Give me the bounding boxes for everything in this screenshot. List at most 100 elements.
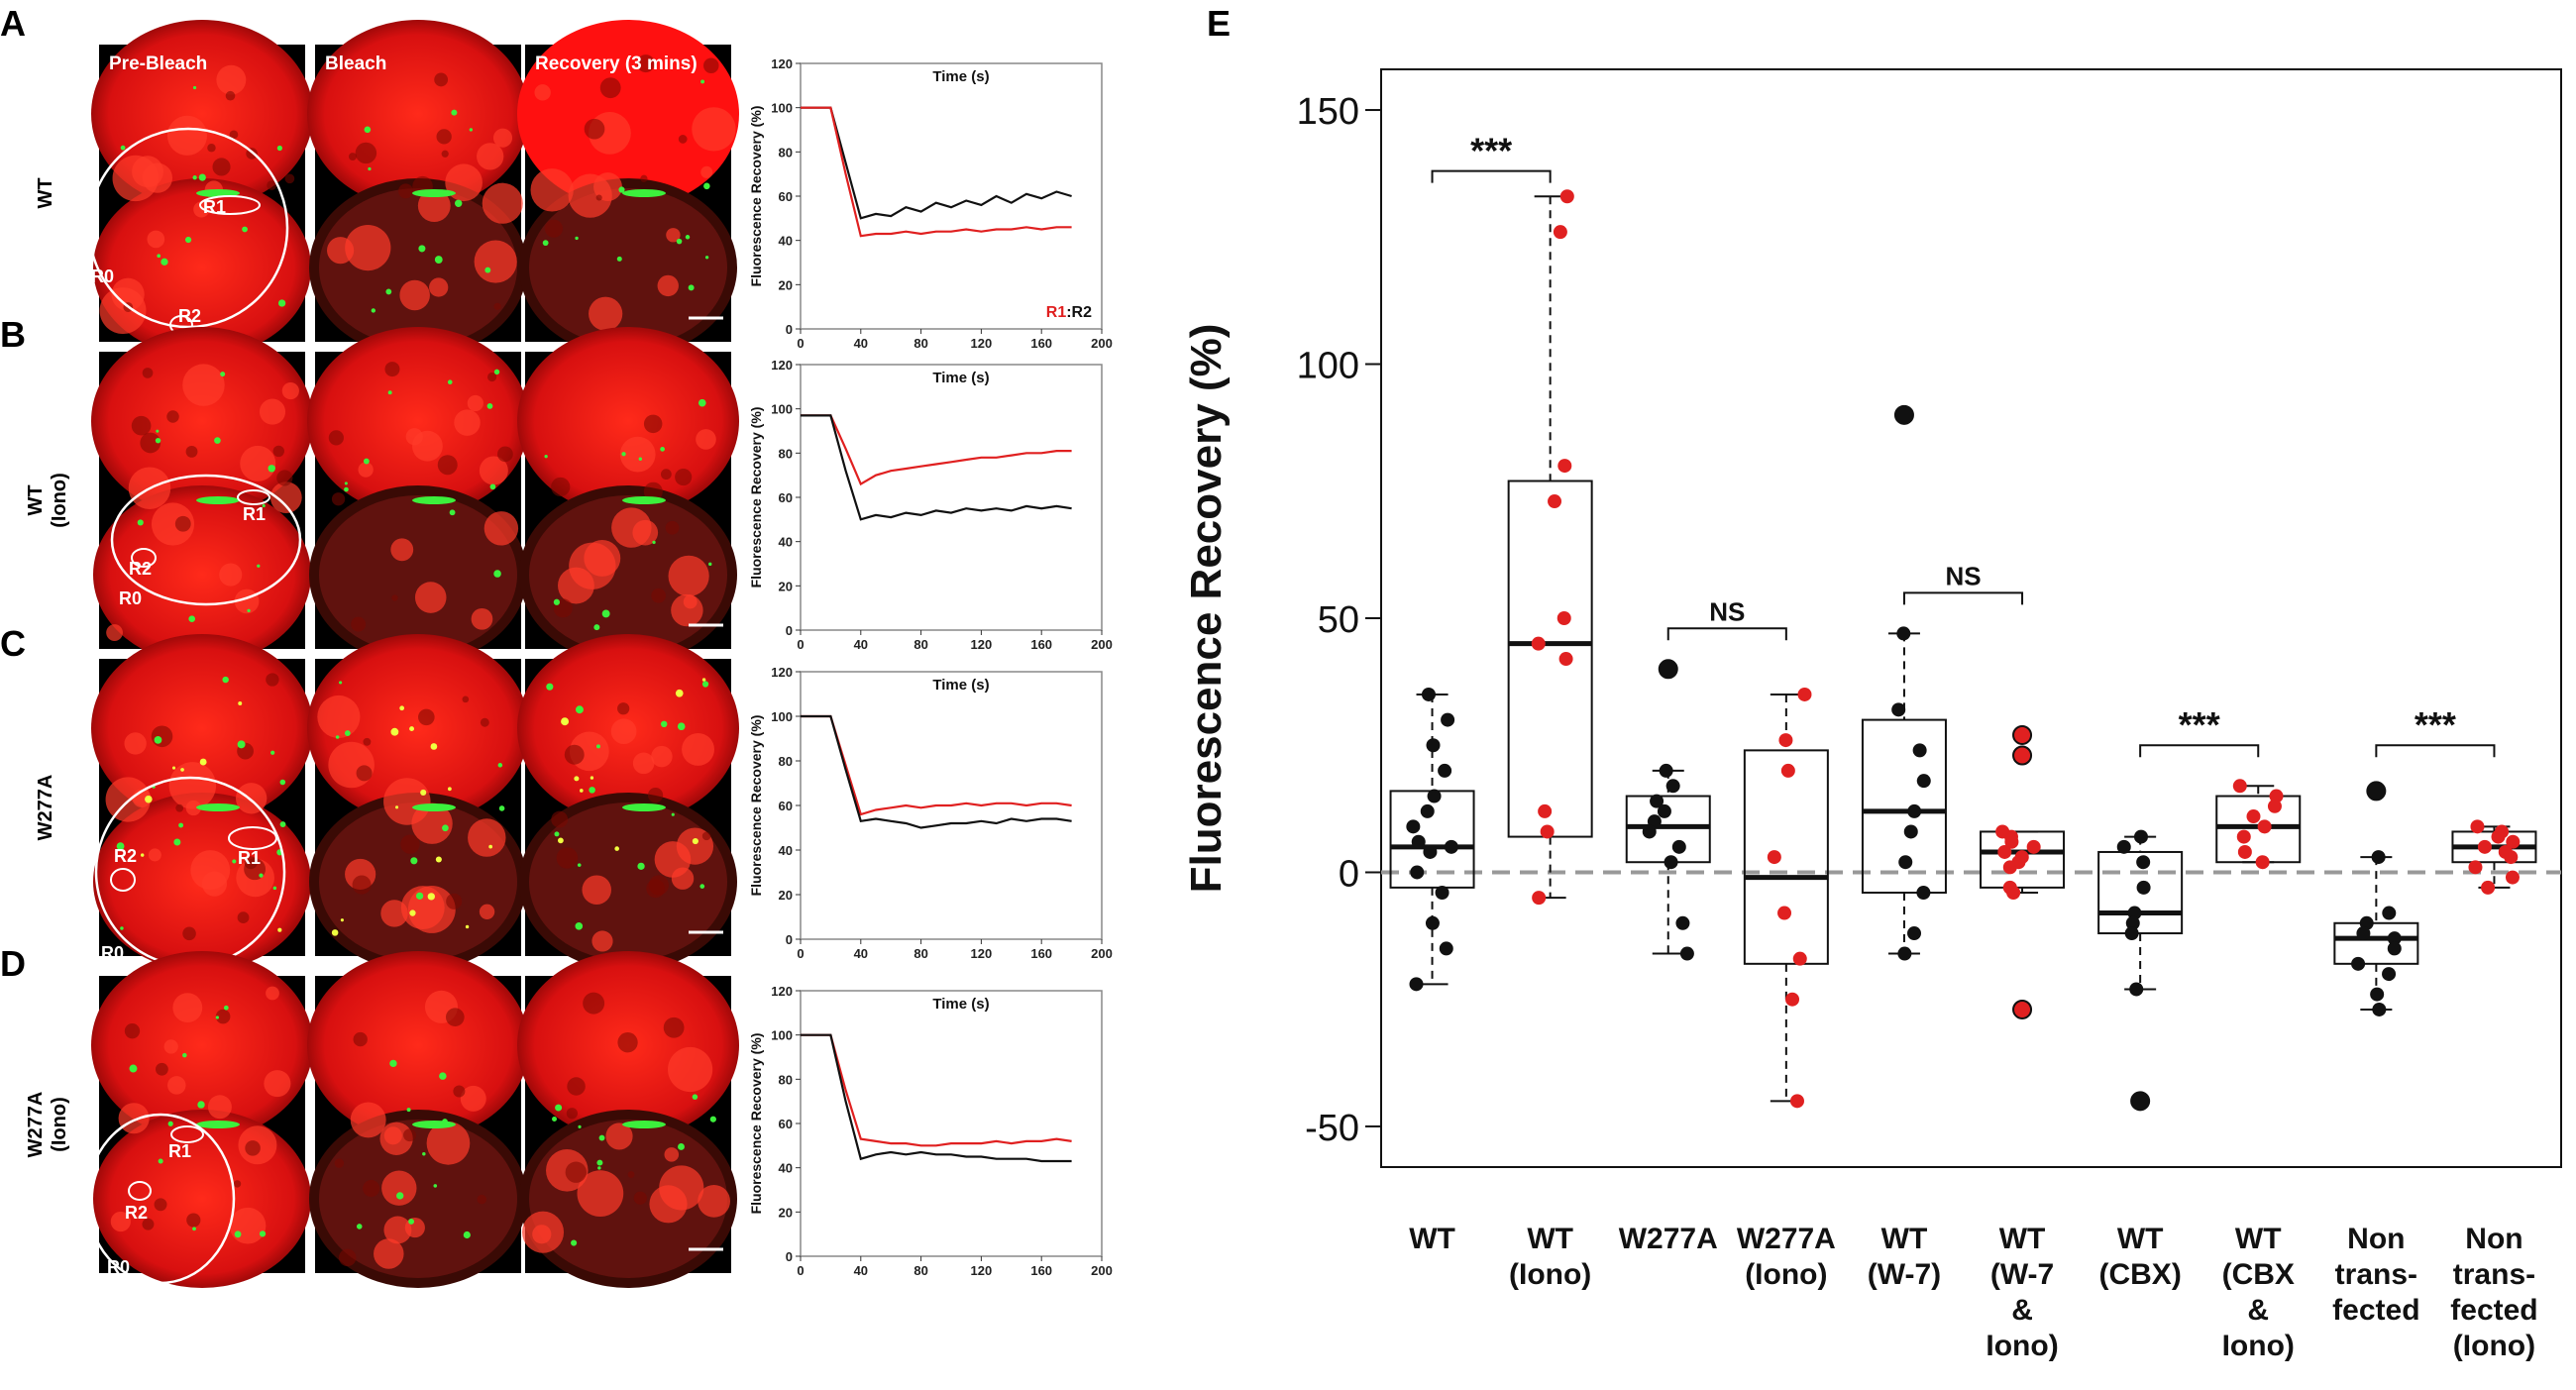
data-point xyxy=(1778,733,1793,748)
x-tick-label: 120 xyxy=(971,336,993,351)
row-label-line: (Iono) xyxy=(49,1097,70,1152)
cell-lower xyxy=(93,485,311,664)
vacuole xyxy=(147,230,165,249)
vacuole xyxy=(700,165,713,178)
green-punctum xyxy=(173,838,181,846)
category-label: W277A(Iono) xyxy=(1737,1223,1836,1291)
green-plaque xyxy=(622,496,666,504)
y-tick-label: 80 xyxy=(779,754,793,769)
green-punctum xyxy=(344,481,348,485)
green-punctum xyxy=(129,1064,138,1073)
green-punctum xyxy=(614,846,619,851)
green-punctum xyxy=(434,256,443,264)
plot-frame xyxy=(1380,68,2562,1168)
data-point xyxy=(2470,819,2485,834)
green-punctum xyxy=(344,486,349,492)
data-point xyxy=(1891,702,1906,717)
green-punctum xyxy=(270,750,275,755)
data-point xyxy=(1916,886,1931,900)
data-point xyxy=(1789,1094,1804,1109)
y-axis-label-text: Fluorescence Recovery (%) xyxy=(748,106,764,287)
micro-image xyxy=(91,951,313,1288)
vacuole xyxy=(380,900,408,927)
texture xyxy=(480,717,489,727)
x-tick-label: 40 xyxy=(854,946,868,961)
data-point xyxy=(1792,951,1807,966)
data-point xyxy=(2236,829,2251,844)
roi-r2-label: R2 xyxy=(178,306,201,326)
vacuole xyxy=(182,364,225,406)
texture xyxy=(434,72,449,87)
chart-title: Time (s) xyxy=(932,370,989,386)
texture xyxy=(436,129,452,145)
significance-label: NS xyxy=(1709,596,1745,626)
green-punctum xyxy=(259,873,264,878)
y-axis-label: Fluorescence Recovery (%) xyxy=(748,407,764,588)
texture xyxy=(446,893,463,909)
texture xyxy=(551,810,569,828)
green-punctum xyxy=(277,299,286,307)
vacuole xyxy=(151,502,195,546)
roi-r2-label: R2 xyxy=(129,559,152,579)
green-punctum xyxy=(222,676,229,684)
line-chart-A: 0 40 80 120 160 200 0 20 40 60 80 100 120 Time (s) Flu… xyxy=(748,56,1113,351)
green-punctum xyxy=(637,862,645,870)
texture xyxy=(398,183,413,199)
box-group: WT(Iono) xyxy=(1507,189,1593,1291)
green-punctum xyxy=(703,182,710,190)
vacuole xyxy=(407,886,456,933)
y-axis-label: Fluorescence Recovery (%) xyxy=(748,1033,764,1215)
vacuole xyxy=(651,745,673,768)
vacuole xyxy=(259,398,286,425)
green-punctum xyxy=(272,886,277,891)
green-punctum xyxy=(660,447,665,452)
vacuole xyxy=(281,381,299,400)
category-label-line: Iono) xyxy=(1986,1330,2058,1362)
data-point xyxy=(2356,926,2371,941)
texture xyxy=(267,180,277,190)
data-point xyxy=(1665,779,1680,794)
green-punctum xyxy=(552,1117,558,1122)
roi-r0-ring xyxy=(110,474,302,606)
vacuole xyxy=(124,732,147,755)
y-tick-label: 150 xyxy=(1297,91,1359,133)
data-point xyxy=(2026,839,2041,854)
green-plaque xyxy=(412,189,456,197)
roi-overlay: R0 R1 R2 xyxy=(110,474,302,608)
vacuole xyxy=(417,189,451,223)
micro-image xyxy=(91,20,313,357)
significance-bracket: NS xyxy=(1902,561,2024,605)
data-point xyxy=(1898,855,1913,870)
data-point xyxy=(2505,870,2520,885)
outlier-point xyxy=(2366,781,2387,802)
box xyxy=(2097,850,2184,935)
data-point xyxy=(2257,819,2272,834)
green-punctum xyxy=(182,1052,187,1058)
green-punctum xyxy=(180,768,184,772)
data-point xyxy=(2133,829,2148,844)
roi-overlay: R0 R1 R2 xyxy=(87,127,289,335)
data-point xyxy=(1435,886,1449,900)
micro-image xyxy=(517,951,739,1288)
texture xyxy=(353,1031,368,1047)
green-punctum xyxy=(553,598,561,605)
green-plaque xyxy=(622,189,666,197)
green-punctum xyxy=(598,1134,605,1141)
roi-r0-label: R0 xyxy=(101,943,124,963)
category-label-line: Iono) xyxy=(2222,1330,2295,1362)
texture xyxy=(154,1198,167,1212)
vacuole xyxy=(474,240,517,283)
category-label: WT(W-7) xyxy=(1868,1223,1941,1291)
y-tick-label: 20 xyxy=(779,579,793,593)
x-tick-label: 0 xyxy=(797,336,804,351)
category-label: WT xyxy=(1409,1223,1455,1255)
category-label-line: & xyxy=(2011,1294,2033,1327)
data-point xyxy=(1553,225,1567,240)
vacuole xyxy=(193,201,210,218)
data-point xyxy=(1425,915,1440,930)
vacuole xyxy=(482,182,523,224)
category-label-line: trans- xyxy=(2453,1258,2535,1291)
green-plaque xyxy=(196,189,240,197)
texture xyxy=(151,725,173,748)
